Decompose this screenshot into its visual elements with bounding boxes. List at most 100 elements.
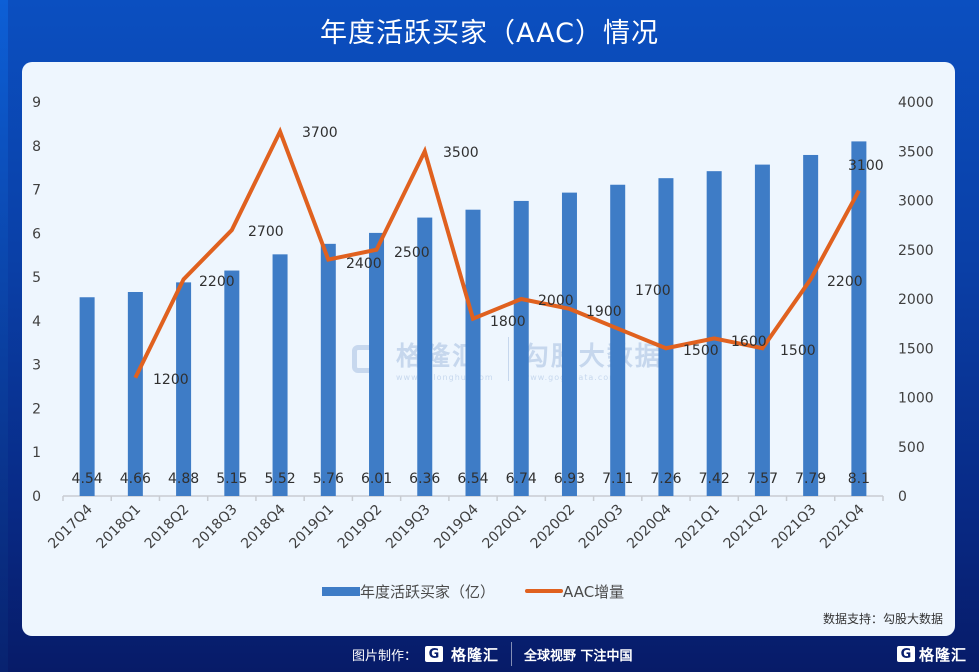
left-axis-tick: 2: [32, 401, 41, 417]
bar-value-label: 4.54: [72, 471, 103, 487]
line-value-label: 1700: [635, 283, 671, 299]
bar-value-label: 6.74: [506, 471, 537, 487]
legend-item-bars: 年度活跃买家（亿）: [322, 581, 495, 602]
line-value-label: 2200: [199, 274, 235, 290]
bar-value-label: 4.88: [168, 471, 199, 487]
bar: [610, 184, 626, 497]
x-axis-category-label: 2021Q2: [721, 502, 772, 553]
bar: [417, 217, 433, 496]
footer-right-logo: G 格隆汇: [896, 636, 967, 672]
x-axis-category-label: 2020Q4: [624, 501, 675, 552]
bar-value-label: 7.79: [795, 471, 826, 487]
line-value-label: 3100: [848, 158, 884, 174]
line-value-label: 2200: [827, 274, 863, 290]
legend-item-line: AAC增量: [525, 581, 624, 602]
right-axis-tick: 3000: [898, 194, 934, 210]
left-axis-tick: 7: [32, 183, 41, 199]
footer: 图片制作： G 格隆汇 全球视野 下注中国 G 格隆汇: [0, 636, 979, 672]
logo-text: 格隆汇: [451, 645, 500, 664]
x-axis-category-label: 2019Q3: [383, 502, 434, 553]
line-value-label: 2500: [394, 245, 430, 261]
bar: [658, 178, 674, 496]
x-axis-category-label: 2019Q4: [431, 501, 482, 552]
line-swatch-icon: [525, 589, 564, 593]
footer-divider: [511, 642, 513, 666]
x-axis-category-label: 2020Q2: [528, 502, 579, 553]
made-by-label: 图片制作：: [352, 648, 418, 664]
bar: [561, 192, 577, 496]
bar: [803, 154, 819, 496]
bar-swatch-icon: [322, 586, 360, 596]
bar: [127, 291, 143, 496]
bar: [224, 270, 240, 496]
x-axis-category-label: 2020Q1: [479, 502, 530, 553]
bar: [176, 282, 192, 496]
aac-increment-line: [133, 126, 861, 379]
bar: [513, 200, 529, 496]
x-axis-category-label: 2021Q4: [817, 501, 868, 552]
left-axis-tick: 6: [32, 226, 41, 242]
x-axis-category-label: 2019Q2: [335, 502, 386, 553]
x-axis-category-label: 2019Q1: [287, 502, 338, 553]
line-value-label: 1800: [490, 314, 526, 330]
bar-value-label: 5.52: [264, 471, 295, 487]
bar-value-label: 8.1: [848, 471, 870, 487]
x-axis-category-label: 2021Q1: [672, 502, 723, 553]
line-value-label: 1500: [683, 343, 719, 359]
bar-value-label: 6.01: [361, 471, 392, 487]
legend-line-label: AAC增量: [563, 582, 625, 601]
left-axis-tick: 1: [32, 445, 41, 461]
x-axis-category-label: 2018Q1: [94, 502, 145, 553]
line-value-label: 3700: [302, 125, 338, 141]
footer-credit: 图片制作： G 格隆汇 全球视野 下注中国: [352, 636, 633, 672]
line-value-label: 1900: [586, 304, 622, 320]
bar-value-label: 6.54: [457, 471, 488, 487]
x-axis-category-label: 2018Q3: [190, 502, 241, 553]
bar-value-label: 6.93: [554, 471, 585, 487]
bar: [465, 209, 481, 496]
right-axis-tick: 500: [898, 440, 925, 456]
line-value-label: 2400: [346, 256, 382, 272]
x-axis-category-label: 2020Q3: [576, 502, 627, 553]
right-axis-tick: 0: [898, 489, 907, 505]
x-axis-category-label: 2018Q2: [142, 502, 193, 553]
bar-value-label: 7.42: [699, 471, 730, 487]
bar-value-label: 6.36: [409, 471, 440, 487]
left-axis-tick: 8: [32, 139, 41, 155]
right-axis-tick: 3500: [898, 144, 934, 160]
corner-logo-text: 格隆汇: [918, 645, 967, 664]
left-axis-tick: 4: [32, 314, 41, 330]
bar: [706, 171, 722, 496]
line-value-label: 1600: [731, 334, 767, 350]
bar: [851, 141, 867, 496]
bar-value-label: 4.66: [120, 471, 151, 487]
right-axis-tick: 1000: [898, 391, 934, 407]
chart-legend: 年度活跃买家（亿） AAC增量: [322, 580, 624, 602]
line-value-label: 1500: [780, 343, 816, 359]
bar-value-label: 7.57: [747, 471, 778, 487]
bar: [272, 254, 288, 496]
right-axis-tick: 4000: [898, 95, 934, 111]
slogan: 全球视野 下注中国: [524, 648, 633, 664]
bar-value-label: 5.76: [313, 471, 344, 487]
bar: [79, 297, 95, 496]
bar: [369, 232, 385, 496]
bar-value-label: 5.15: [216, 471, 247, 487]
right-axis-tick: 2500: [898, 243, 934, 259]
left-axis-tick: 9: [32, 95, 41, 111]
background-edge: [0, 0, 8, 672]
line-value-label: 2700: [248, 224, 284, 240]
bar: [320, 243, 336, 496]
legend-bar-label: 年度活跃买家（亿）: [360, 582, 496, 601]
line-value-label: 1200: [153, 372, 189, 388]
right-axis-tick: 2000: [898, 292, 934, 308]
left-axis-tick: 3: [32, 358, 41, 374]
line-value-label: 2000: [538, 293, 574, 309]
bar-value-label: 7.11: [602, 471, 633, 487]
page-title: 年度活跃买家（AAC）情况: [319, 17, 660, 49]
bar-value-label: 7.26: [650, 471, 681, 487]
line-value-label: 3500: [443, 145, 479, 161]
x-axis-category-label: 2018Q4: [238, 501, 289, 552]
bar: [754, 164, 770, 496]
